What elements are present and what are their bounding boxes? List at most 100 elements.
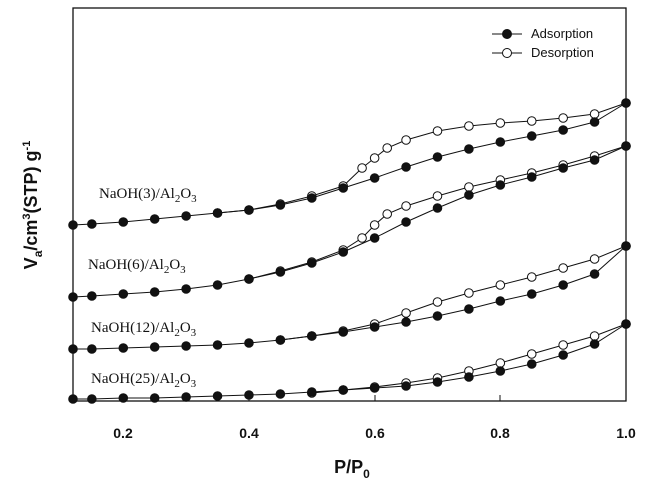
legend-adsorption-label: Adsorption: [531, 26, 593, 41]
adsorption-s1-point: [589, 155, 600, 165]
adsorption-s3-point: [275, 389, 286, 399]
y-axis-title-mid: /cm: [21, 220, 41, 251]
adsorption-s1-point: [621, 141, 631, 151]
sample-label-sub: 3: [180, 264, 186, 276]
desorption-s0-line: [217, 102, 627, 214]
adsorption-s3-point: [118, 393, 129, 403]
desorption-s0-point: [495, 118, 506, 128]
adsorption-s3-point: [87, 394, 97, 404]
x-axis-title-sub: 0: [363, 467, 370, 481]
legend: Adsorption Desorption: [492, 26, 594, 60]
adsorption-s1-point: [275, 267, 286, 277]
adsorption-s2-point: [558, 280, 568, 290]
adsorption-s0-point: [338, 183, 349, 193]
adsorption-s2-point: [338, 327, 349, 337]
adsorption-s1-point: [464, 190, 474, 200]
adsorption-s1-point: [401, 217, 411, 227]
adsorption-s3-point: [369, 383, 380, 393]
desorption-s3-line: [311, 323, 627, 394]
adsorption-s3-point: [621, 319, 631, 329]
adsorption-s0-point: [621, 98, 631, 108]
desorption-s3-point: [589, 331, 600, 341]
adsorption-s3-point: [401, 381, 411, 391]
sample-label-naoh25: NaOH(25)/Al2O3: [91, 371, 197, 390]
adsorption-s2-point: [306, 331, 317, 341]
x-axis-title-main: P/P: [334, 457, 363, 477]
adsorption-s0-point: [369, 173, 380, 183]
desorption-s2-point: [401, 308, 411, 318]
adsorption-s2-point: [118, 343, 129, 353]
sample-label-main: NaOH(3)/Al: [99, 186, 175, 202]
adsorption-s2-point: [369, 322, 380, 332]
series-layer: [68, 98, 631, 404]
adsorption-s1-point: [495, 180, 506, 190]
desorption-s2-point: [526, 272, 537, 282]
adsorption-s3-point: [244, 390, 254, 400]
adsorption-s0-point: [68, 220, 78, 230]
adsorption-s1-point: [149, 287, 160, 297]
sample-label-sub: 2: [175, 193, 181, 205]
adsorption-s2-point: [401, 317, 411, 327]
adsorption-s0-point: [118, 217, 129, 227]
desorption-s2-point: [464, 288, 474, 298]
adsorption-s1-point: [558, 163, 568, 173]
adsorption-s1-point: [244, 274, 254, 284]
sample-label-sub: 2: [174, 378, 180, 390]
sample-label-main: NaOH(12)/Al: [91, 320, 174, 336]
adsorption-s3-point: [68, 394, 78, 404]
adsorption-s3-point: [589, 339, 600, 349]
sample-label-tail: O: [169, 257, 180, 273]
desorption-s0-point: [357, 163, 367, 173]
adsorption-s1-point: [181, 284, 191, 294]
desorption-s1-point: [401, 201, 411, 211]
desorption-s0-point: [432, 126, 443, 136]
sample-label-naoh12: NaOH(12)/Al2O3: [91, 320, 197, 339]
adsorption-s1-point: [369, 233, 380, 243]
sample-label-tail: O: [180, 186, 191, 202]
legend-desorption-marker: [502, 48, 512, 58]
desorption-s0-point: [401, 135, 411, 145]
sample-label-sub: 2: [164, 264, 170, 276]
adsorption-s2-point: [68, 344, 78, 354]
adsorption-s0-point: [558, 125, 568, 135]
desorption-s1-point: [382, 209, 393, 219]
desorption-s0-point: [382, 143, 393, 153]
adsorption-s1-point: [68, 292, 78, 302]
adsorption-s1-point: [118, 289, 129, 299]
x-tick-label: 0.4: [239, 425, 259, 441]
adsorption-s3-point: [526, 359, 537, 369]
adsorption-s0-point: [149, 214, 160, 224]
adsorption-s2-point: [495, 296, 506, 306]
desorption-s1-point: [369, 220, 380, 230]
legend-desorption-label: Desorption: [531, 45, 594, 60]
adsorption-s1-point: [87, 291, 97, 301]
adsorption-s2-point: [464, 304, 474, 314]
x-tick-label: 0.6: [365, 425, 385, 441]
adsorption-s3-point: [495, 366, 506, 376]
adsorption-s2-point: [275, 335, 286, 345]
desorption-s1-point: [464, 182, 474, 192]
adsorption-s0-point: [589, 117, 600, 127]
adsorption-s0-point: [401, 162, 411, 172]
y-axis-title-sub-a: a: [31, 250, 45, 257]
y-axis-title: Va/cm3(STP) g-1: [21, 141, 45, 270]
adsorption-s2-point: [621, 241, 631, 251]
desorption-s1-point: [357, 233, 367, 243]
desorption-s0-point: [464, 121, 474, 131]
adsorption-s3-point: [212, 391, 223, 401]
legend-adsorption-marker: [502, 29, 512, 39]
adsorption-s1-point: [306, 258, 317, 268]
adsorption-s3-point: [432, 377, 443, 387]
x-tick-label: 0.8: [490, 425, 510, 441]
sample-label-sub: 3: [191, 327, 197, 339]
adsorption-s3-point: [338, 385, 349, 395]
sample-label-tail: O: [180, 371, 191, 387]
adsorption-s2-point: [526, 289, 537, 299]
desorption-s2-line: [280, 245, 627, 341]
sample-label-main: NaOH(6)/Al: [88, 257, 164, 273]
adsorption-s2-point: [212, 340, 223, 350]
adsorption-s0-point: [464, 144, 474, 154]
desorption-s0-point: [526, 116, 537, 126]
sample-label-sub: 3: [191, 193, 197, 205]
